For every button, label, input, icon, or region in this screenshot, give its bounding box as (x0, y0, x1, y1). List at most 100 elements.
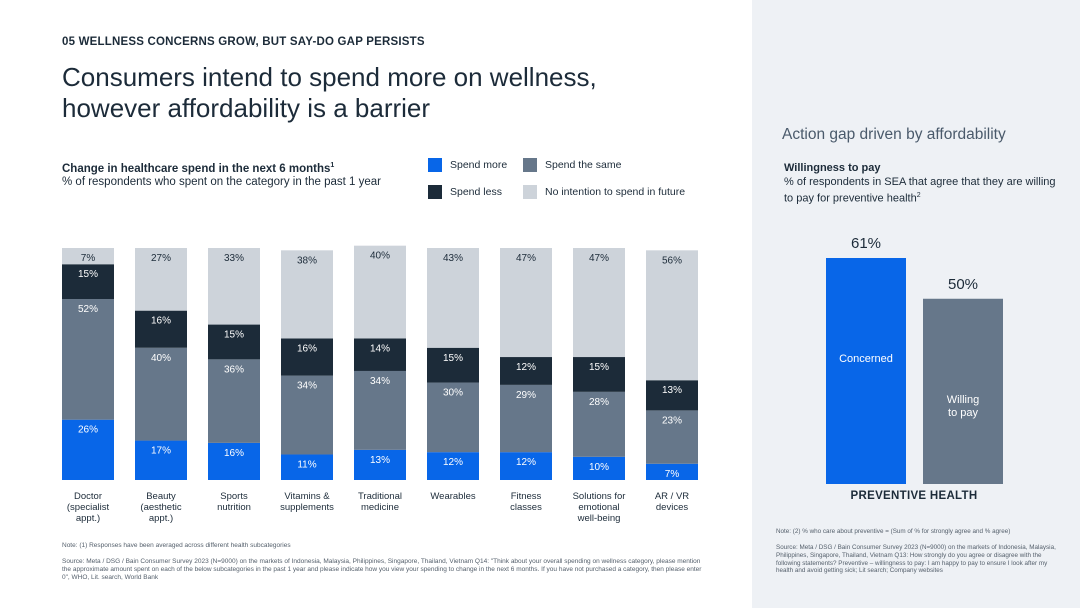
data-label-vitamins-no-intention-to-spend-in-future: 38% (297, 255, 317, 266)
wtp-chart-title: Willingness to pay (784, 162, 881, 174)
data-label-wearables-spend-less: 15% (443, 353, 463, 364)
bar-segment-wearables-spend-less (427, 347, 479, 383)
wtp-subtitle-footnote: 2 (916, 192, 921, 199)
data-label-doctor-spend-more: 26% (78, 425, 98, 436)
category-label-line: emotional (578, 502, 620, 513)
bar-segment-traditional-spend-the-same (354, 370, 406, 450)
legend-item-spend-more: Spend more (428, 158, 507, 172)
wtp-chart-subtitle: % of respondents in SEA that agree that … (784, 176, 1056, 205)
legend-swatch-no-intention (523, 185, 537, 199)
data-label-sports-no-intention-to-spend-in-future: 33% (224, 253, 244, 264)
bar-segment-ar-vr-no-intention-to-spend-in-future (646, 250, 698, 381)
data-label-solutions-for-no-intention-to-spend-in-future: 47% (589, 253, 609, 264)
data-label-sports-spend-less: 15% (224, 330, 244, 341)
bar-segment-solutions-for-spend-more (573, 456, 625, 480)
bar-segment-beauty-spend-the-same (135, 347, 187, 441)
main-panel: 05 WELLNESS CONCERNS GROW, BUT SAY-DO GA… (48, 36, 712, 581)
data-label-ar-vr-spend-less: 13% (662, 385, 682, 396)
category-label-line: Beauty (146, 491, 176, 502)
footnote-left: Note: (1) Responses have been averaged a… (62, 542, 291, 549)
data-label-solutions-for-spend-less: 15% (589, 362, 609, 373)
data-label-vitamins-spend-less: 16% (297, 343, 317, 354)
data-label-vitamins-spend-the-same: 34% (297, 381, 317, 392)
data-label-traditional-spend-less: 14% (370, 343, 390, 354)
bar-segment-sports-spend-less (208, 324, 260, 360)
source-left: Source: Meta / DSG / Bain Consumer Surve… (62, 558, 702, 581)
bar-segment-ar-vr-spend-less (646, 380, 698, 411)
legend-swatch-spend-less (428, 185, 442, 199)
data-label-wearables-spend-more: 12% (443, 457, 463, 468)
page-title-line-1: Consumers intend to spend more on wellne… (62, 62, 597, 92)
legend-label-spend-more: Spend more (450, 159, 508, 171)
data-label-doctor-spend-the-same: 52% (78, 304, 98, 315)
data-label-beauty-spend-the-same: 40% (151, 353, 171, 364)
bar-segment-beauty-no-intention-to-spend-in-future (135, 248, 187, 311)
bar-segment-ar-vr-spend-more (646, 463, 698, 480)
bar-segment-fitness-spend-less (500, 357, 552, 385)
value-label-willing-to-pay: 50% (948, 276, 978, 293)
data-label-traditional-no-intention-to-spend-in-future: 40% (370, 251, 390, 262)
category-label-line: Sports (220, 491, 248, 502)
data-label-sports-spend-more: 16% (224, 448, 244, 459)
category-label-line: Solutions for (572, 491, 626, 502)
chart-title: Change in healthcare spend in the next 6… (62, 162, 335, 175)
footnote-right: Note: (2) % who care about preventive = … (776, 528, 1011, 535)
bar-segment-vitamins-spend-the-same (281, 375, 333, 455)
category-label-solutions-for: Solutions for emotional well-being (559, 491, 639, 524)
category-label-beauty: Beauty (aesthetic appt.) (121, 491, 201, 524)
data-label-beauty-no-intention-to-spend-in-future: 27% (151, 253, 171, 264)
legend-item-spend-same: Spend the same (523, 158, 621, 172)
data-label-fitness-spend-more: 12% (516, 457, 536, 468)
legend-item-no-intention: No intention to spend in future (523, 185, 685, 199)
bar-willing-to-pay (923, 298, 1003, 484)
stacked-bar-chart: 26% 52% 15% 7% 17% 40% 16% 27% 16% 36% 15% 33% 11% 34… (62, 245, 698, 480)
bar-segment-solutions-for-spend-the-same (573, 391, 625, 457)
bar-segment-wearables-spend-the-same (427, 382, 479, 453)
bar-segment-traditional-spend-less (354, 338, 406, 371)
bar-segment-fitness-spend-the-same (500, 384, 552, 453)
bar-segment-wearables-no-intention-to-spend-in-future (427, 248, 479, 348)
category-label-line: Doctor (74, 491, 102, 502)
bar-segment-traditional-spend-more (354, 449, 406, 480)
bar-segment-traditional-no-intention-to-spend-in-future (354, 245, 406, 339)
legend-swatch-spend-more (428, 158, 442, 172)
category-label-line: Fitness (510, 491, 542, 502)
bar-segment-sports-spend-the-same (208, 359, 260, 443)
category-label-doctor: Doctor (specialist appt.) (48, 491, 128, 524)
chart-title-footnote: 1 (330, 162, 335, 169)
data-label-beauty-spend-less: 16% (151, 316, 171, 327)
bar-segment-sports-no-intention-to-spend-in-future (208, 248, 260, 325)
category-label-line: Wearables (430, 491, 476, 502)
data-label-vitamins-spend-more: 11% (297, 459, 316, 470)
data-label-doctor-no-intention-to-spend-in-future: 7% (81, 253, 96, 264)
bar-segment-doctor-spend-the-same (62, 299, 114, 420)
category-label-line: supplements (280, 502, 334, 513)
data-label-solutions-for-spend-the-same: 28% (589, 397, 609, 408)
category-label-line: appt.) (75, 513, 101, 524)
data-label-traditional-spend-the-same: 34% (370, 376, 390, 387)
bar-segment-doctor-no-intention-to-spend-in-future (62, 248, 114, 265)
bar-segment-vitamins-no-intention-to-spend-in-future (281, 250, 333, 339)
bar-segment-sports-spend-more (208, 442, 260, 480)
bar-label-willing-to-pay: Willing (947, 394, 979, 406)
category-label-wearables: Wearables (413, 491, 493, 502)
category-label-line: Vitamins & (284, 491, 330, 502)
bar-segment-beauty-spend-less (135, 310, 187, 348)
category-label-line: (specialist (66, 502, 110, 513)
category-label-line: (aesthetic (140, 502, 182, 513)
data-label-ar-vr-spend-more: 7% (665, 469, 680, 480)
legend-label-spend-less: Spend less (450, 186, 502, 198)
category-label-line: Traditional (357, 491, 402, 502)
bar-segment-ar-vr-spend-the-same (646, 410, 698, 464)
side-panel-heading: Action gap driven by affordability (782, 126, 1006, 143)
category-label-sports: Sports nutrition (194, 491, 274, 513)
data-label-fitness-no-intention-to-spend-in-future: 47% (516, 253, 536, 264)
bar-label-willing-to-pay: to pay (948, 407, 978, 419)
bar-segment-doctor-spend-less (62, 264, 114, 300)
bar-segment-vitamins-spend-less (281, 338, 333, 376)
category-label-line: medicine (360, 502, 400, 513)
category-label-ar-vr: AR / VR devices (632, 491, 712, 513)
category-label-fitness: Fitness classes (486, 491, 566, 513)
category-label-traditional: Traditional medicine (340, 491, 420, 513)
data-label-ar-vr-no-intention-to-spend-in-future: 56% (662, 255, 682, 266)
